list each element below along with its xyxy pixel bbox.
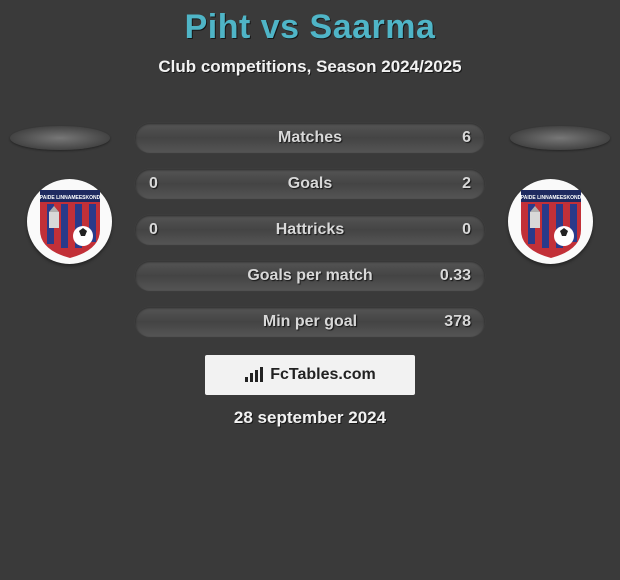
stat-label: Min per goal (263, 313, 357, 331)
stat-right-value: 2 (462, 175, 471, 193)
svg-text:PAIDE LINNAMEESKOND: PAIDE LINNAMEESKOND (520, 195, 581, 201)
stat-label: Goals per match (247, 267, 372, 285)
shield-icon: PAIDE LINNAMEESKOND (37, 184, 103, 260)
bar-chart-icon (244, 367, 264, 383)
date-label: 28 september 2024 (0, 408, 620, 428)
stat-right-value: 378 (444, 313, 471, 331)
club-badge-left: PAIDE LINNAMEESKOND (27, 179, 112, 264)
stat-right-value: 6 (462, 129, 471, 147)
stat-row: 0 Goals 2 (135, 169, 485, 199)
stat-row: Goals per match 0.33 (135, 261, 485, 291)
player-shadow-right (510, 126, 610, 150)
stat-left-value: 0 (149, 221, 158, 239)
page-title: Piht vs Saarma (0, 0, 620, 47)
club-badge-right: PAIDE LINNAMEESKOND (508, 179, 593, 264)
stat-label: Hattricks (276, 221, 344, 239)
stat-right-value: 0.33 (440, 267, 471, 285)
stat-label: Goals (288, 175, 332, 193)
shield-icon: PAIDE LINNAMEESKOND (518, 184, 584, 260)
stat-left-value: 0 (149, 175, 158, 193)
page-subtitle: Club competitions, Season 2024/2025 (0, 57, 620, 77)
branding-text: FcTables.com (270, 366, 376, 384)
player-shadow-left (10, 126, 110, 150)
stat-label: Matches (278, 129, 342, 147)
svg-text:PAIDE LINNAMEESKOND: PAIDE LINNAMEESKOND (39, 195, 100, 201)
stat-row: Matches 6 (135, 123, 485, 153)
stat-row: 0 Hattricks 0 (135, 215, 485, 245)
infographic-container: Piht vs Saarma Club competitions, Season… (0, 0, 620, 580)
stat-row: Min per goal 378 (135, 307, 485, 337)
stat-right-value: 0 (462, 221, 471, 239)
stats-list: Matches 6 0 Goals 2 0 Hattricks 0 Goals … (135, 123, 485, 353)
branding-box: FcTables.com (205, 355, 415, 395)
